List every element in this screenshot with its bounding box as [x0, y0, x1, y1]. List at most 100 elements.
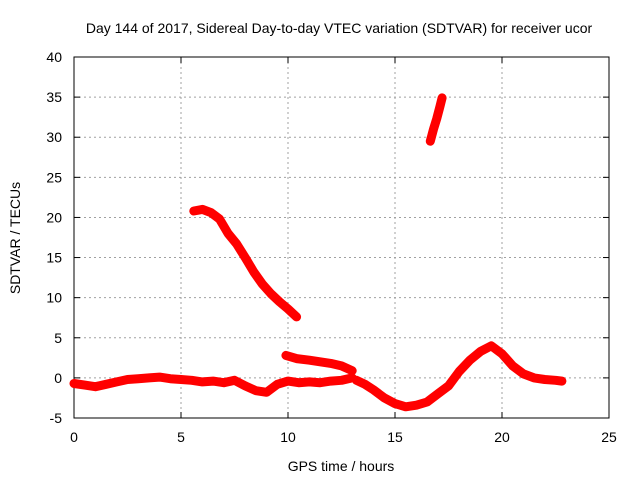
data-point: [465, 356, 474, 365]
data-point: [273, 380, 282, 389]
series-segment-late-day: [352, 341, 567, 412]
data-point: [326, 377, 335, 386]
y-tick-label: 10: [46, 290, 62, 306]
data-point: [91, 382, 100, 391]
data-point: [241, 381, 250, 390]
data-point: [224, 229, 233, 238]
data-point: [557, 377, 566, 386]
data-point: [433, 389, 442, 398]
data-point: [326, 359, 335, 368]
x-tick-label: 25: [601, 429, 617, 445]
data-point: [144, 373, 153, 382]
data-point: [476, 347, 485, 356]
data-point: [112, 377, 121, 386]
y-tick-label: 5: [54, 330, 62, 346]
data-point: [189, 207, 198, 216]
data-point: [258, 280, 267, 289]
data-point: [337, 376, 346, 385]
y-tick-label: -5: [50, 410, 63, 426]
y-tick-label: 20: [46, 209, 62, 225]
data-point: [134, 374, 143, 383]
data-point: [294, 378, 303, 387]
data-point: [348, 366, 357, 375]
y-tick-label: 30: [46, 129, 62, 145]
data-point: [530, 373, 539, 382]
y-axis-title: SDTVAR / TECUs: [7, 182, 23, 294]
data-point: [369, 385, 378, 394]
data-point: [361, 380, 370, 389]
data-point: [352, 376, 361, 385]
data-point: [401, 402, 410, 411]
data-point: [432, 114, 441, 123]
grid-lines: [74, 57, 609, 418]
data-point: [284, 304, 292, 313]
data-point: [444, 381, 453, 390]
x-tick-label: 5: [177, 429, 185, 445]
data-point: [429, 125, 438, 134]
data-point: [292, 312, 301, 321]
y-tick-label: 15: [46, 250, 62, 266]
y-tick-label: 25: [46, 169, 62, 185]
axis-ticks: 0 5 10 15 20 25 -5 0 5 10 15 20 25 30 35 40: [46, 49, 617, 445]
x-tick-label: 15: [387, 429, 403, 445]
data-point: [498, 349, 506, 358]
data-point: [177, 375, 185, 384]
data-point: [305, 377, 314, 386]
data-point: [305, 356, 314, 365]
data-point: [251, 386, 260, 395]
data-point: [155, 373, 164, 382]
series-segment-descending: [189, 204, 302, 322]
data-point: [391, 399, 399, 408]
data-point: [266, 289, 275, 298]
series-segment-steep-rise: [425, 93, 447, 146]
data-point: [230, 376, 239, 385]
data-point: [215, 215, 224, 224]
data-point: [241, 253, 250, 262]
data-point: [487, 341, 496, 350]
data-point: [337, 361, 346, 370]
data-point: [198, 377, 207, 386]
data-point: [70, 379, 78, 388]
data-point: [455, 367, 464, 376]
x-tick-label: 20: [494, 429, 510, 445]
data-point: [508, 361, 517, 370]
data-point: [219, 378, 228, 387]
x-tick-label: 10: [280, 429, 296, 445]
data-point: [232, 239, 241, 248]
data-point: [316, 378, 325, 387]
data-point: [438, 93, 447, 102]
data-point: [249, 267, 258, 276]
y-tick-label: 35: [46, 89, 62, 105]
data-point: [426, 137, 435, 146]
data-point: [519, 369, 528, 378]
data-point: [198, 205, 207, 214]
data-point: [123, 375, 132, 384]
plot-frame: [73, 56, 610, 419]
x-axis-title: GPS time / hours: [288, 458, 395, 474]
x-tick-label: 0: [70, 429, 78, 445]
chart-title: Day 144 of 2017, Sidereal Day-to-day VTE…: [86, 20, 593, 36]
data-point: [102, 380, 111, 389]
data-point: [206, 208, 215, 217]
data-series: [69, 93, 567, 412]
data-point: [292, 354, 301, 363]
data-point: [380, 393, 389, 402]
y-tick-label: 0: [54, 370, 62, 386]
data-point: [316, 357, 325, 366]
data-point: [80, 381, 89, 390]
data-point: [412, 401, 421, 410]
data-point: [423, 397, 432, 406]
data-point: [187, 376, 196, 385]
data-point: [284, 377, 292, 386]
series-segment-main-day: [69, 372, 357, 397]
data-point: [166, 374, 175, 383]
data-point: [209, 377, 218, 386]
y-tick-label: 40: [46, 49, 62, 65]
data-point: [281, 351, 290, 360]
data-point: [435, 102, 444, 111]
series-segment-mid-decline: [281, 350, 357, 376]
data-point: [275, 297, 284, 306]
data-point: [540, 375, 549, 384]
